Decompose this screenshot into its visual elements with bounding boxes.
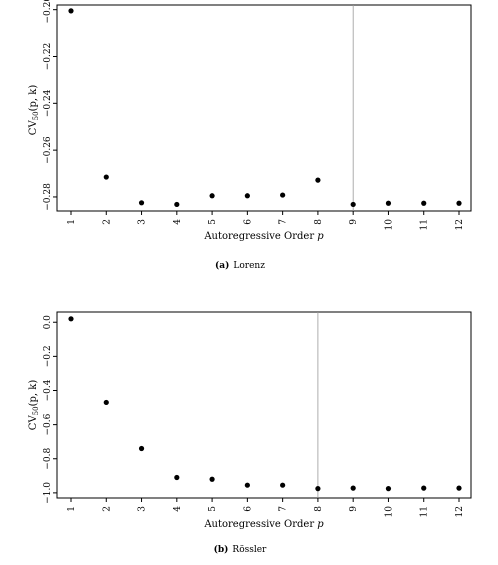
caption-tag: (b) — [214, 544, 229, 555]
caption-name: Rössler — [232, 545, 267, 555]
data-point — [244, 482, 250, 488]
y-axis: −0.20 −0.22 −0.24 −0.26 −0.28 — [43, 0, 57, 211]
x-tick-label: 9 — [349, 219, 359, 225]
data-point — [456, 485, 462, 491]
data-point — [421, 485, 427, 491]
data-point — [138, 200, 145, 206]
x-tick-label: 7 — [279, 506, 289, 512]
y-tick-label: −0.28 — [43, 183, 53, 211]
x-tick-label: 4 — [173, 219, 183, 225]
data-point — [315, 177, 321, 183]
data-point — [138, 445, 145, 452]
data-point — [456, 200, 462, 206]
y-tick-label: −0.26 — [43, 136, 53, 164]
caption: (b) Rössler — [214, 544, 267, 555]
y-axis: 0.0 −0.2 −0.4 −0.6 −0.8 −1.0 — [43, 315, 57, 504]
x-tick-label: 10 — [384, 506, 394, 518]
x-tick-label: 7 — [279, 219, 289, 225]
x-tick-label: 3 — [138, 506, 148, 512]
chart-panel-lorenz: 1 2 3 4 5 6 7 8 9 10 11 12 −0.20−0.22−0.24−0.26−0.2… — [28, 0, 472, 271]
x-tick-label: 2 — [102, 506, 112, 512]
x-axis-label: Autoregressive Order p — [203, 519, 324, 530]
y-tick-label: −0.6 — [43, 413, 53, 435]
data-point — [174, 474, 180, 481]
caption: (a) Lorenz — [215, 260, 265, 271]
x-tick-label: 12 — [455, 219, 465, 230]
data-point — [244, 193, 250, 199]
y-axis-label: CV50(p, k) — [28, 380, 40, 431]
data-point — [385, 200, 392, 206]
x-tick-label: 5 — [208, 219, 218, 225]
data-point — [280, 192, 286, 198]
data-point — [174, 201, 180, 208]
y-tick-label: −0.24 — [43, 89, 53, 117]
x-tick-label: 9 — [349, 506, 359, 512]
x-tick-label: 5 — [208, 506, 218, 512]
x-tick-label: 11 — [420, 219, 430, 230]
x-tick-label: 12 — [455, 506, 465, 517]
x-tick-label: 8 — [314, 506, 324, 512]
data-point — [350, 485, 356, 491]
y-tick-label: −0.4 — [43, 379, 53, 401]
y-tick-label: −0.8 — [43, 448, 53, 470]
data-points — [68, 316, 462, 492]
y-axis-label: CV50(p, k) — [28, 85, 40, 136]
x-tick-label: 1 — [67, 219, 77, 225]
data-point — [350, 201, 356, 208]
data-point — [315, 486, 321, 492]
x-tick-label: 6 — [243, 506, 253, 512]
data-point — [421, 200, 427, 206]
x-tick-label: 1 — [67, 506, 77, 512]
x-axis-label: Autoregressive Order p — [203, 231, 324, 242]
x-axis: 1 2 3 4 5 6 7 8 9 10 11 12 — [67, 211, 465, 230]
data-point — [209, 193, 215, 199]
y-tick-label: −0.22 — [43, 43, 53, 71]
y-tick-label: −0.20 — [43, 0, 53, 23]
data-point — [209, 476, 215, 482]
y-tick-label: 0.0 — [43, 315, 53, 330]
y-tick-label: −1.0 — [43, 482, 53, 504]
caption-name: Lorenz — [233, 261, 265, 271]
caption-tag: (a) — [215, 260, 229, 271]
data-point — [280, 482, 286, 488]
x-tick-label: 6 — [243, 219, 253, 225]
x-tick-label: 11 — [420, 506, 430, 517]
data-point — [103, 174, 109, 180]
chart-panel-rossler: 1 2 3 4 5 6 7 8 9 10 11 12 0.0−0.2−0.4−0.6−0.8−1.0 … — [28, 311, 472, 555]
data-point — [385, 486, 392, 492]
x-tick-label: 4 — [173, 506, 183, 512]
x-tick-label: 2 — [102, 219, 112, 225]
data-point — [103, 399, 109, 406]
y-tick-label: −0.2 — [43, 345, 53, 367]
data-point — [68, 8, 74, 14]
plot-frame — [56, 4, 472, 212]
x-tick-label: 10 — [384, 219, 394, 231]
x-tick-label: 3 — [138, 219, 148, 225]
data-points — [68, 8, 462, 208]
plot-frame — [56, 311, 472, 499]
data-point — [68, 316, 74, 322]
x-axis: 1 2 3 4 5 6 7 8 9 10 11 12 — [67, 498, 465, 517]
x-tick-label: 8 — [314, 219, 324, 225]
